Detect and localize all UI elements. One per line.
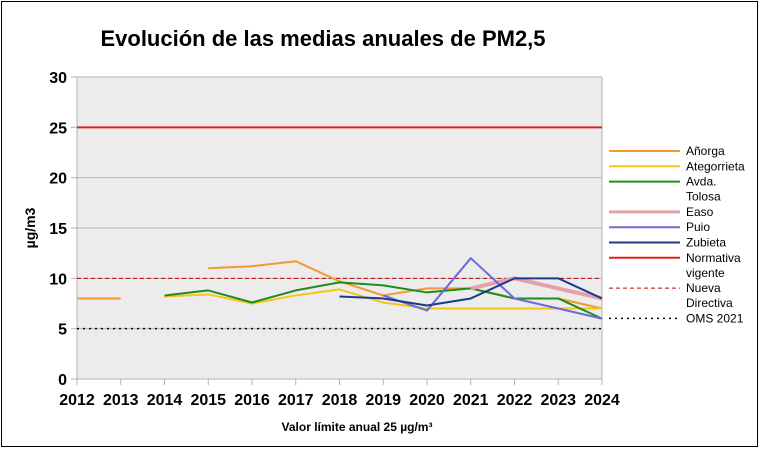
chart-title: Evolución de las medias anuales de PM2,5	[100, 26, 545, 51]
series-line-avda-tolosa	[164, 281, 603, 320]
x-axis: 2012 2013 2014 2015 2016 2017 2018 2019 2020 2021…	[59, 77, 620, 409]
x-tick-label: 2013	[103, 392, 139, 409]
x-tick-label: 2022	[497, 392, 533, 409]
x-tick-label: 2018	[322, 392, 358, 409]
series-line-zubieta	[339, 277, 603, 307]
x-tick-label: 2024	[584, 392, 620, 409]
y-tick-label: 20	[49, 171, 67, 188]
y-tick-label: 15	[49, 221, 67, 238]
x-tick-label: 2020	[409, 392, 445, 409]
legend-label: Directiva	[686, 296, 733, 310]
x-tick-label: 2017	[278, 392, 314, 409]
legend-item-easo: Easo	[609, 205, 714, 219]
legend-item-puio: Puio	[609, 220, 710, 234]
y-axis-label: µg/m3	[22, 207, 38, 248]
x-tick-label: 2014	[147, 392, 183, 409]
series-line-puio	[382, 257, 603, 320]
series-line-ategorrieta	[164, 288, 602, 310]
legend-item-añorga: Añorga	[609, 144, 725, 158]
legend-label: Tolosa	[686, 190, 721, 204]
legend-label: OMS 2021	[686, 311, 744, 325]
x-tick-label: 2012	[59, 392, 95, 409]
legend-label: Zubieta	[686, 236, 726, 250]
x-tick-label: 2015	[190, 392, 226, 409]
legend-label: Añorga	[686, 144, 725, 158]
x-axis-label: Valor límite anual 25 µg/m³	[282, 420, 433, 434]
legend-item-ategorrieta: Ategorrieta	[609, 159, 745, 173]
y-tick-label: 5	[58, 322, 67, 339]
legend-label: Avda.	[686, 175, 716, 189]
y-axis: 0 5 10 15 20 25 30	[49, 70, 78, 389]
series-lines	[77, 126, 603, 330]
legend-label: Nueva	[686, 281, 721, 295]
legend-label: vigente	[686, 266, 725, 280]
legend-label: Easo	[686, 205, 714, 219]
y-tick-label: 0	[58, 372, 67, 389]
legend-label: Normativa	[686, 251, 741, 265]
legend-item-zubieta: Zubieta	[609, 236, 726, 250]
series-line-easo	[470, 276, 603, 301]
y-tick-label: 10	[49, 271, 67, 288]
y-tick-label: 25	[49, 120, 67, 137]
x-tick-label: 2019	[365, 392, 401, 409]
legend-item-oms-2021: OMS 2021	[609, 311, 744, 325]
y-tick-label: 30	[49, 70, 67, 87]
x-tick-label: 2016	[234, 392, 270, 409]
legend-label: Puio	[686, 220, 710, 234]
x-tick-label: 2023	[540, 392, 576, 409]
legend-label: Ategorrieta	[686, 159, 745, 173]
legend-item-avda-tolosa: Avda.Tolosa	[609, 175, 721, 204]
x-tick-label: 2021	[453, 392, 489, 409]
